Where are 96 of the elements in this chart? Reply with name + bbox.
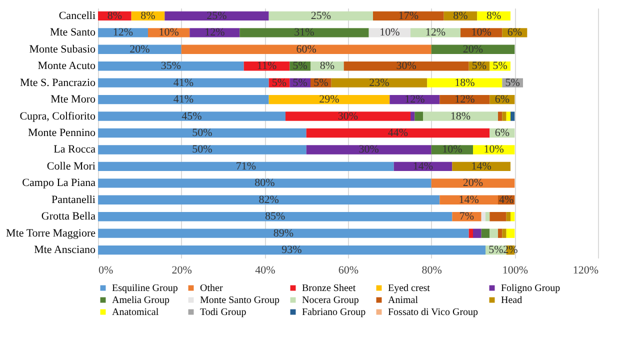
data-label: 30% bbox=[358, 144, 379, 156]
data-label: 29% bbox=[319, 94, 340, 106]
data-label: 8% bbox=[140, 10, 156, 22]
legend-label: Esquiline Group bbox=[112, 283, 178, 294]
data-label: 35% bbox=[160, 60, 182, 72]
data-label: 14% bbox=[412, 160, 434, 172]
legend-label: Eyed crest bbox=[388, 283, 430, 294]
legend-label: Head bbox=[501, 295, 522, 306]
x-tick-label: 0% bbox=[98, 264, 114, 276]
data-label: 6% bbox=[494, 127, 510, 139]
data-label: 18% bbox=[454, 76, 475, 89]
x-tick-label: 40% bbox=[255, 264, 276, 276]
x-tick-label: 60% bbox=[338, 264, 359, 276]
data-label: 5% bbox=[488, 244, 504, 256]
data-label: 8% bbox=[107, 10, 122, 22]
legend-label: Fossato di Vico Group bbox=[388, 307, 478, 318]
legend-label: Amelia Group bbox=[112, 295, 170, 306]
y-tick-label: Mte Ansciano bbox=[34, 244, 96, 256]
data-label: 6% bbox=[507, 26, 522, 39]
data-label: 7% bbox=[459, 210, 474, 223]
data-label: 5% bbox=[272, 76, 287, 89]
data-label: 41% bbox=[173, 94, 194, 106]
y-tick-label: Mte Santo bbox=[50, 26, 96, 39]
data-label: 20% bbox=[462, 177, 484, 190]
legend-label: Other bbox=[200, 283, 224, 294]
data-label: 8% bbox=[320, 60, 335, 72]
data-label: 50% bbox=[192, 144, 212, 156]
data-label: 5% bbox=[314, 76, 328, 89]
y-tick-label: Colle Mori bbox=[46, 160, 96, 172]
data-label: 6% bbox=[494, 94, 510, 106]
data-label: 10% bbox=[158, 26, 179, 39]
data-label: 10% bbox=[380, 26, 400, 39]
data-label: 18% bbox=[450, 110, 471, 122]
data-label: 20% bbox=[130, 43, 150, 56]
y-tick-label: Campo La Piana bbox=[22, 177, 96, 190]
legend-label: Monte Santo Group bbox=[200, 295, 280, 306]
y-tick-label: Mte Moro bbox=[50, 94, 96, 106]
y-tick-label: Monte Acuto bbox=[38, 60, 96, 72]
data-label: 12% bbox=[404, 94, 425, 106]
data-label: 5% bbox=[472, 60, 487, 72]
data-label: 10% bbox=[471, 26, 492, 39]
x-tick-label: 100% bbox=[502, 264, 528, 276]
data-label: 71% bbox=[236, 160, 256, 172]
data-label: 4% bbox=[498, 194, 514, 206]
data-label: 30% bbox=[396, 60, 416, 72]
data-label: 30% bbox=[338, 110, 358, 122]
y-tick-label: Cupra, Colfiorito bbox=[20, 110, 96, 122]
data-label: 45% bbox=[182, 110, 202, 122]
legend-label: Nocera Group bbox=[302, 295, 359, 306]
data-label: 14% bbox=[471, 160, 492, 172]
data-label: 11% bbox=[256, 60, 277, 72]
data-label: 44% bbox=[388, 127, 408, 139]
data-label: 25% bbox=[310, 10, 332, 22]
data-label: 41% bbox=[173, 76, 194, 89]
data-label: 80% bbox=[254, 177, 275, 190]
data-label: 14% bbox=[458, 194, 479, 206]
data-label: 20% bbox=[462, 43, 484, 56]
data-label: 12% bbox=[425, 26, 446, 39]
y-tick-label: Pantanelli bbox=[52, 194, 96, 206]
x-tick-label: 20% bbox=[172, 264, 192, 276]
data-label: 10% bbox=[442, 144, 462, 156]
data-label: 85% bbox=[264, 210, 286, 223]
data-label: 93% bbox=[282, 244, 302, 256]
legend-label: Foligno Group bbox=[501, 283, 560, 294]
y-tick-label: Monte Subasio bbox=[29, 43, 96, 56]
legend-label: Fabriano Group bbox=[302, 307, 366, 318]
data-label: 5% bbox=[505, 76, 520, 89]
legend-label: Todi Group bbox=[200, 307, 246, 318]
data-label: 12% bbox=[204, 26, 225, 39]
legend-label: Bronze Sheet bbox=[302, 283, 356, 294]
data-label: 31% bbox=[294, 26, 314, 39]
legend-label: Anatomical bbox=[112, 307, 159, 318]
x-tick-label: 120% bbox=[572, 264, 598, 276]
y-tick-label: Monte Pennino bbox=[28, 127, 96, 139]
data-label: 10% bbox=[484, 144, 504, 156]
y-tick-label: La Rocca bbox=[54, 144, 96, 156]
data-label: 89% bbox=[273, 227, 294, 240]
legend-label: Animal bbox=[388, 295, 418, 306]
y-tick-label: Grotta Bella bbox=[41, 210, 96, 223]
y-tick-label: Mte S. Pancrazio bbox=[20, 76, 96, 89]
x-tick-label: 80% bbox=[422, 264, 442, 276]
data-label: 5% bbox=[492, 60, 508, 72]
data-label: 5% bbox=[292, 76, 308, 89]
y-tick-label: Mte Torre Maggiore bbox=[6, 227, 96, 240]
data-label: 17% bbox=[398, 10, 419, 22]
data-label: 23% bbox=[369, 76, 390, 89]
y-tick-label: Cancelli bbox=[58, 10, 96, 22]
data-label: 8% bbox=[486, 10, 502, 22]
data-label: 12% bbox=[454, 94, 475, 106]
data-label: 50% bbox=[192, 127, 212, 139]
data-label: 82% bbox=[258, 194, 279, 206]
data-label: 60% bbox=[296, 43, 316, 56]
data-label: 12% bbox=[112, 26, 134, 39]
data-label: 5% bbox=[292, 60, 308, 72]
data-label: 8% bbox=[453, 10, 468, 22]
data-label: 25% bbox=[206, 10, 227, 22]
